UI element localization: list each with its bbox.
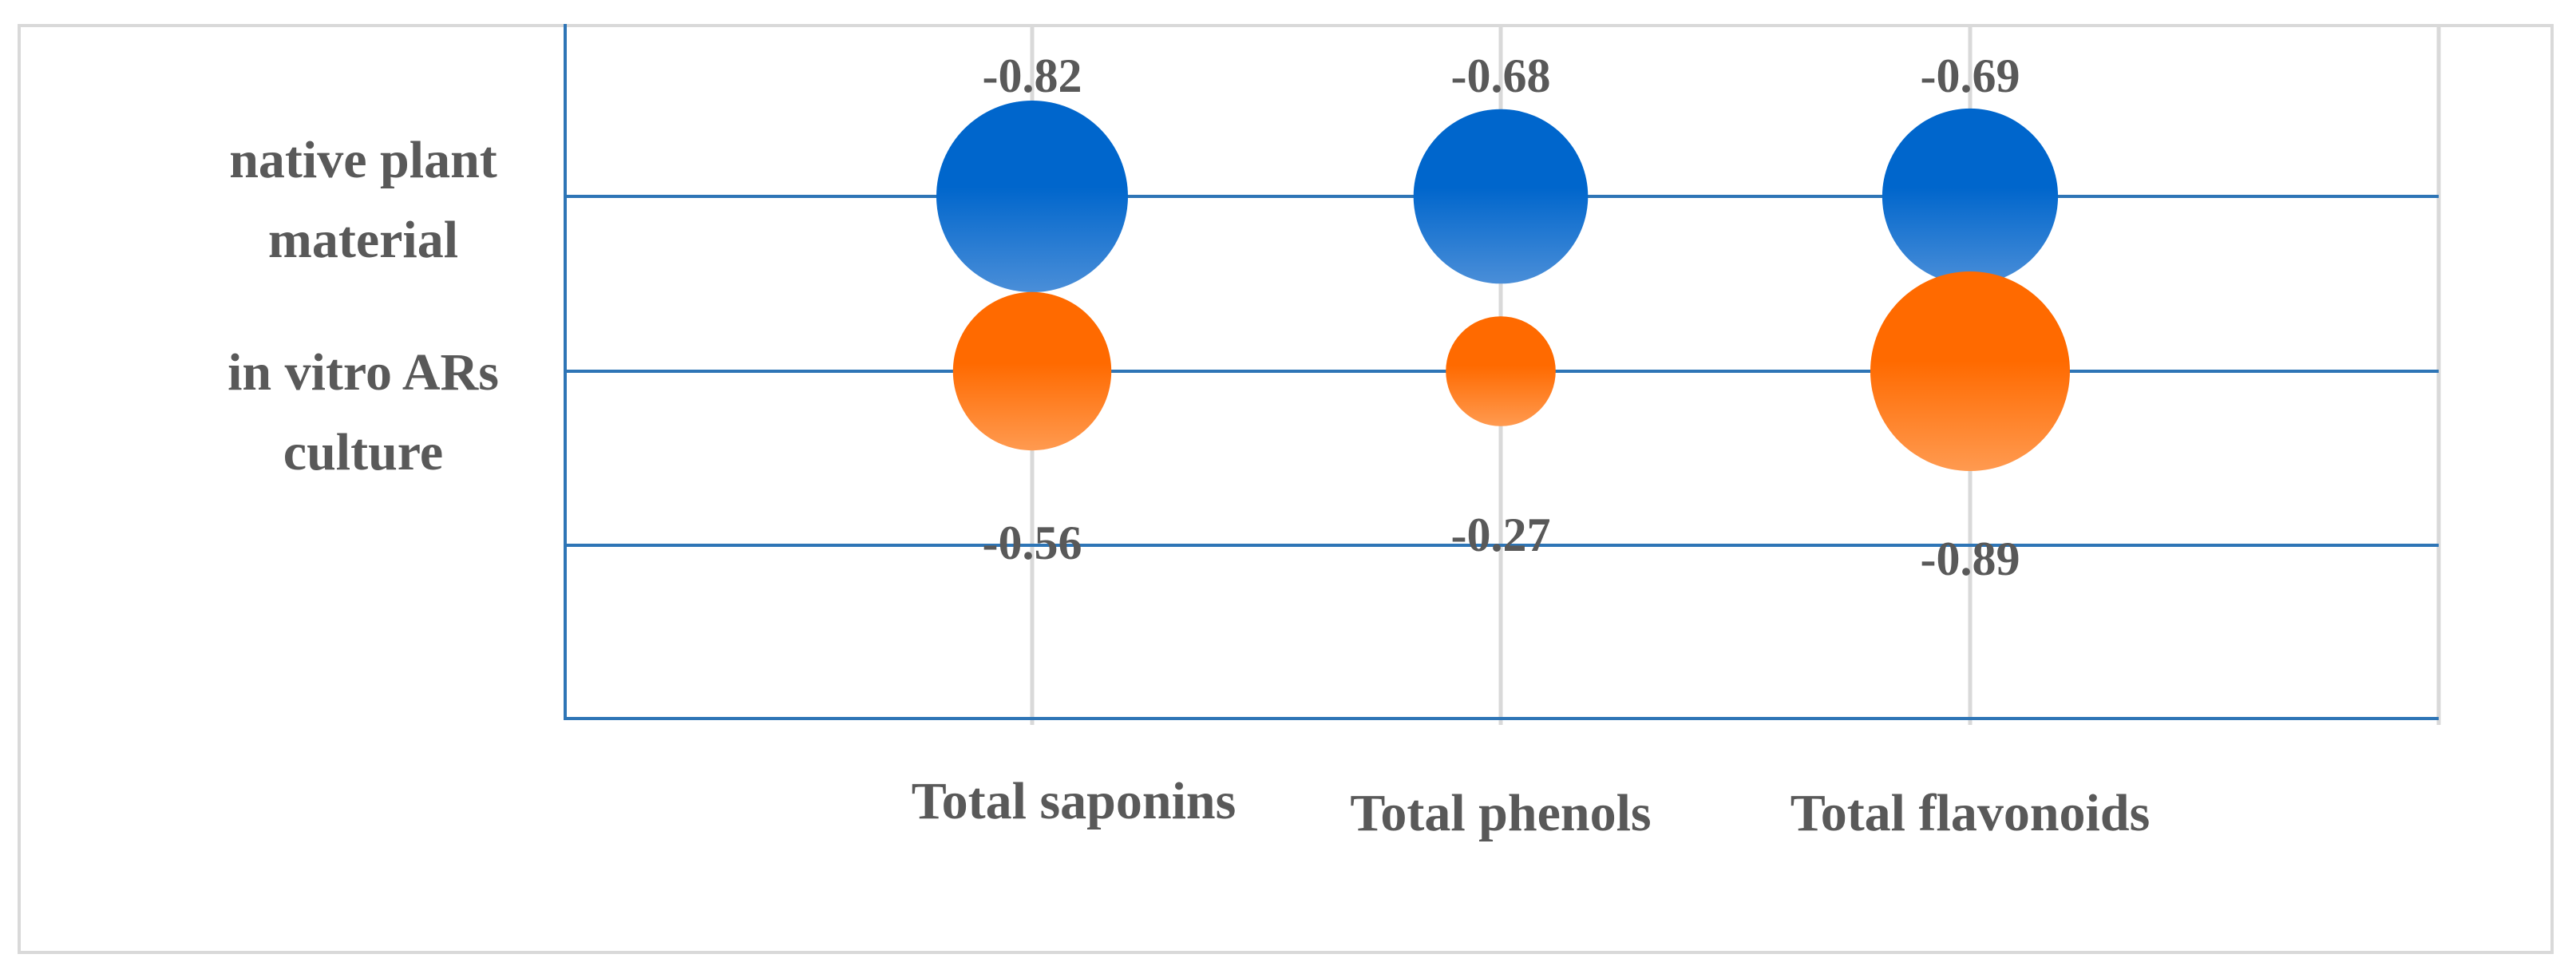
row-label: native plant (229, 131, 497, 189)
x-tick-label: Total saponins (912, 772, 1237, 830)
bubble-in-vitro-0 (952, 291, 1112, 451)
bubble-in-vitro-1 (1446, 316, 1556, 426)
x-tick-label: Total flavonoids (1791, 784, 2151, 842)
data-label: -0.68 (1451, 49, 1551, 102)
chart-frame (18, 24, 2554, 954)
bubble-native-1 (1413, 109, 1589, 284)
bubble-native-2 (1882, 108, 2059, 285)
data-label: -0.69 (1921, 49, 2020, 102)
data-label: -0.56 (983, 517, 1082, 569)
row-label: culture (283, 423, 443, 481)
row-label: material (268, 211, 458, 269)
bubble-native-0 (936, 101, 1128, 292)
row-label: in vitro ARs (228, 343, 499, 402)
bubble-in-vitro-2 (1870, 271, 2070, 471)
data-label: -0.27 (1451, 509, 1551, 561)
data-label: -0.82 (983, 49, 1082, 102)
data-label: -0.89 (1921, 533, 2020, 585)
x-tick-label: Total phenols (1350, 784, 1651, 842)
